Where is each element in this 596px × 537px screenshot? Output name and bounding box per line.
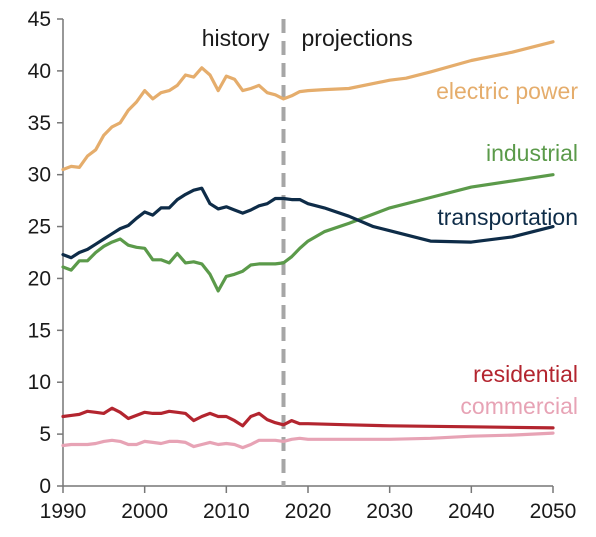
history-projection-divider: history projections <box>202 19 413 486</box>
series-line-electric-power <box>61 40 555 172</box>
series-label-electric-power: electric power <box>436 78 578 104</box>
series-label-transportation: transportation <box>437 204 578 230</box>
series-line-commercial <box>61 431 555 450</box>
y-tick-label: 10 <box>28 371 51 394</box>
y-tick-label: 45 <box>28 8 51 31</box>
projections-label: projections <box>302 25 413 51</box>
x-tick-label: 2050 <box>530 500 577 523</box>
x-tick-label: 2010 <box>203 500 250 523</box>
y-tick-label: 5 <box>39 423 51 446</box>
y-tick-label: 25 <box>28 216 51 239</box>
series-line-residential <box>61 406 555 430</box>
series-label-industrial: industrial <box>486 140 578 166</box>
series-line-industrial <box>61 173 555 293</box>
x-tick-label: 1990 <box>40 500 87 523</box>
y-tick-label: 15 <box>28 319 51 342</box>
x-tick-label: 2000 <box>121 500 168 523</box>
x-tick-label: 2040 <box>448 500 495 523</box>
series-lines <box>61 40 555 450</box>
y-tick-label: 0 <box>39 475 51 498</box>
series-labels: electric power industrial transportation… <box>436 78 578 419</box>
x-tick-label: 2020 <box>285 500 332 523</box>
y-tick-label: 35 <box>28 112 51 135</box>
x-tick-label: 2030 <box>366 500 413 523</box>
axes: 0 5 10 15 20 25 30 35 40 45 1990 2000 2010 2020 2030 20… <box>28 8 577 523</box>
y-tick-label: 20 <box>28 267 51 290</box>
y-tick-label: 30 <box>28 164 51 187</box>
series-label-residential: residential <box>473 361 578 387</box>
series-line-transportation <box>61 186 555 260</box>
y-tick-label: 40 <box>28 60 51 83</box>
history-label: history <box>202 25 270 51</box>
series-label-commercial: commercial <box>460 393 578 419</box>
